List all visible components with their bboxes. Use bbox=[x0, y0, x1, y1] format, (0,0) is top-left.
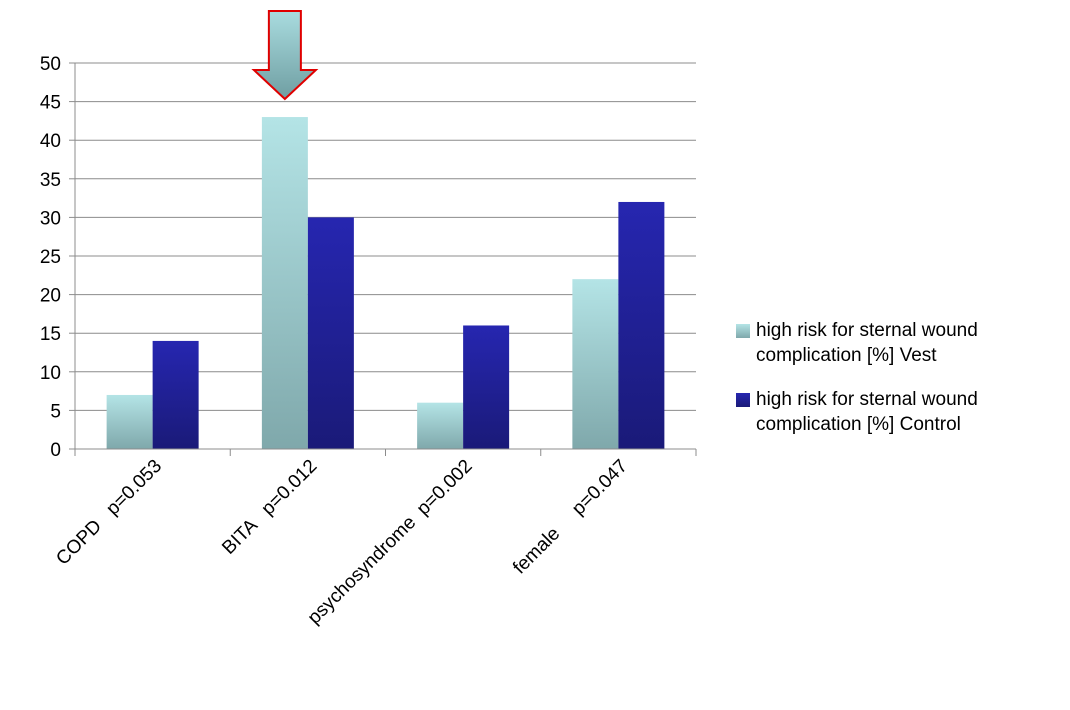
legend-item-vest: high risk for sternal wound complication… bbox=[736, 318, 1066, 368]
bar-vest bbox=[417, 402, 464, 449]
y-tick-label: 50 bbox=[40, 54, 61, 75]
bar-vest bbox=[106, 394, 153, 449]
bar-control bbox=[618, 201, 665, 449]
legend-swatch-control bbox=[736, 393, 750, 407]
down-arrow-icon bbox=[251, 10, 319, 101]
y-tick-label: 25 bbox=[40, 247, 61, 268]
bars bbox=[106, 117, 665, 449]
legend-item-control: high risk for sternal wound complication… bbox=[736, 387, 1066, 437]
y-tick-label: 40 bbox=[40, 131, 61, 152]
bar-control bbox=[463, 325, 510, 449]
x-tick-label: COPD p=0.053 bbox=[52, 456, 166, 570]
legend: high risk for sternal wound complication… bbox=[736, 318, 1066, 456]
y-tick-label: 5 bbox=[50, 401, 61, 422]
y-tick-label: 20 bbox=[40, 286, 61, 307]
y-tick-label: 10 bbox=[40, 363, 61, 384]
bar-control bbox=[307, 217, 354, 449]
legend-swatch-vest bbox=[736, 324, 750, 338]
legend-label-vest: high risk for sternal wound complication… bbox=[756, 320, 978, 366]
y-tick-label: 45 bbox=[40, 93, 61, 114]
bar-control bbox=[152, 340, 199, 449]
x-tick-label: female p=0.047 bbox=[509, 456, 632, 579]
y-axis: 0 5 10 15 20 25 30 35 40 45 50 bbox=[40, 54, 76, 461]
y-tick-label: 30 bbox=[40, 208, 61, 229]
annotation bbox=[251, 10, 319, 101]
y-tick-label: 0 bbox=[50, 440, 61, 461]
bar-vest bbox=[572, 279, 619, 449]
bar-vest bbox=[261, 117, 308, 449]
y-tick-label: 35 bbox=[40, 170, 61, 191]
y-tick-label: 15 bbox=[40, 324, 61, 345]
x-tick-label: psychosyndrome p=0.002 bbox=[304, 456, 477, 629]
legend-label-control: high risk for sternal wound complication… bbox=[756, 389, 978, 435]
x-tick-label: BITA p=0.012 bbox=[218, 456, 321, 559]
